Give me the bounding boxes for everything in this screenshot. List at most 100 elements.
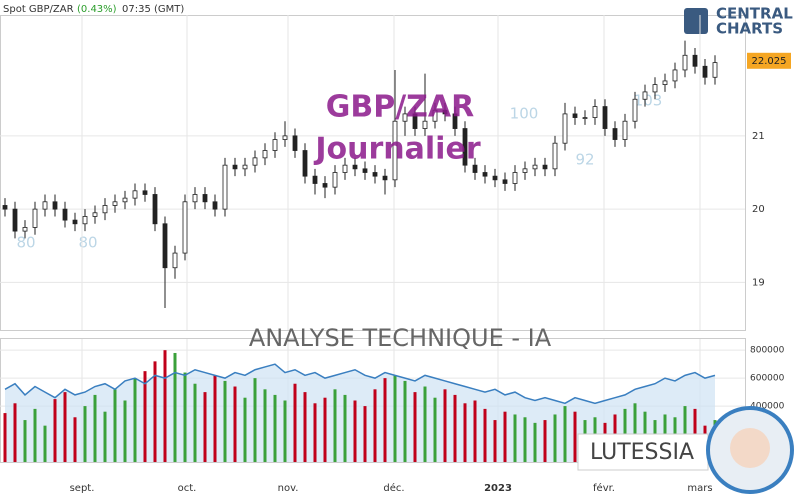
volume-bar: [503, 411, 507, 462]
candle-body: [42, 201, 48, 210]
volume-bar: [173, 352, 177, 462]
candle-body: [292, 135, 298, 151]
y-tick-label: 21: [752, 131, 765, 142]
candle-body: [592, 106, 598, 118]
chart-subtitle: Journalier: [313, 132, 480, 167]
candle-body: [242, 164, 248, 170]
volume-bar: [323, 397, 327, 462]
volume-bar: [103, 411, 107, 462]
candle-body: [352, 164, 358, 170]
volume-bar: [553, 414, 557, 462]
candle-body: [572, 113, 578, 118]
candle-body: [192, 194, 198, 203]
candle-body: [562, 113, 568, 144]
chart-title: GBP/ZAR: [326, 90, 475, 125]
candle-body: [322, 183, 328, 188]
logo-text: CENTRAL: [716, 5, 793, 23]
candle-body: [172, 252, 178, 269]
volume-panel: [0, 338, 746, 463]
candle-body: [622, 120, 628, 140]
candle-body: [222, 164, 228, 210]
candle-body: [402, 113, 408, 122]
candle-body: [12, 208, 18, 232]
candle-body: [262, 150, 268, 159]
volume-bar: [413, 392, 417, 462]
avatar-face: [730, 428, 770, 468]
candle-body: [232, 164, 238, 170]
candle-body: [82, 216, 88, 225]
candle-body: [112, 201, 118, 206]
candle-body: [652, 84, 658, 93]
candle-body: [302, 150, 308, 177]
background-label: 103: [634, 92, 663, 110]
volume-bar: [493, 420, 497, 462]
candle-body: [642, 91, 648, 100]
volume-bar: [543, 420, 547, 462]
volume-bar: [113, 389, 117, 462]
candle-body: [482, 172, 488, 177]
volume-bar: [73, 417, 77, 462]
volume-bar: [43, 425, 47, 462]
x-tick-label: oct.: [178, 483, 197, 494]
volume-bar: [273, 394, 277, 462]
candle-body: [632, 98, 638, 122]
candle-body: [492, 175, 498, 181]
volume-bar: [153, 361, 157, 462]
candle-body: [92, 212, 98, 217]
volume-line: [4, 363, 716, 405]
volume-bar: [193, 383, 197, 462]
volume-bar: [23, 420, 27, 462]
candle-body: [662, 80, 668, 85]
candle-body: [462, 128, 468, 166]
volume-bar: [123, 400, 127, 462]
volume-bar: [163, 350, 167, 462]
volume-bar: [283, 400, 287, 462]
candle-body: [422, 120, 428, 129]
volume-bar: [563, 406, 567, 462]
candle-body: [312, 175, 318, 184]
volume-bar: [363, 406, 367, 462]
volume-bar: [213, 375, 217, 462]
last-price-label: 22.025: [752, 56, 787, 67]
candle-body: [712, 62, 718, 78]
volume-bar: [223, 380, 227, 462]
volume-bar: [203, 392, 207, 462]
candle-body: [442, 109, 448, 115]
volume-bar: [483, 408, 487, 462]
logo-icon: [684, 8, 708, 34]
volume-bar: [253, 378, 257, 462]
candle-body: [162, 223, 168, 269]
candle-body: [612, 128, 618, 140]
candle-body: [472, 164, 478, 173]
background-label: 80: [78, 234, 97, 252]
x-tick-label: nov.: [278, 483, 299, 494]
volume-area: [5, 364, 715, 462]
volume-bar: [33, 408, 37, 462]
volume-bar: [53, 399, 57, 462]
candle-body: [152, 194, 158, 225]
price-panel: [0, 15, 746, 331]
y-tick-label: 800000: [750, 346, 785, 356]
y-tick-label: 19: [752, 277, 765, 288]
background-label: 92: [575, 151, 594, 169]
volume-bar: [3, 413, 7, 462]
volume-bar: [13, 403, 17, 462]
x-tick-label: sept.: [70, 483, 95, 494]
candle-body: [682, 54, 688, 71]
candle-body: [502, 179, 508, 184]
candle-body: [522, 168, 528, 173]
candle-body: [272, 139, 278, 151]
candle-body: [392, 120, 398, 181]
volume-bar: [143, 371, 147, 462]
badge: LUTESSIA: [590, 440, 694, 465]
volume-bar: [443, 389, 447, 462]
volume-bar: [513, 414, 517, 462]
volume-bar: [243, 397, 247, 462]
candle-body: [602, 106, 608, 129]
volume-bar: [473, 400, 477, 462]
volume-bar: [403, 380, 407, 462]
background-label: 100: [510, 105, 539, 123]
candle-body: [32, 208, 38, 228]
panel-title: ANALYSE TECHNIQUE - IA: [249, 324, 552, 352]
